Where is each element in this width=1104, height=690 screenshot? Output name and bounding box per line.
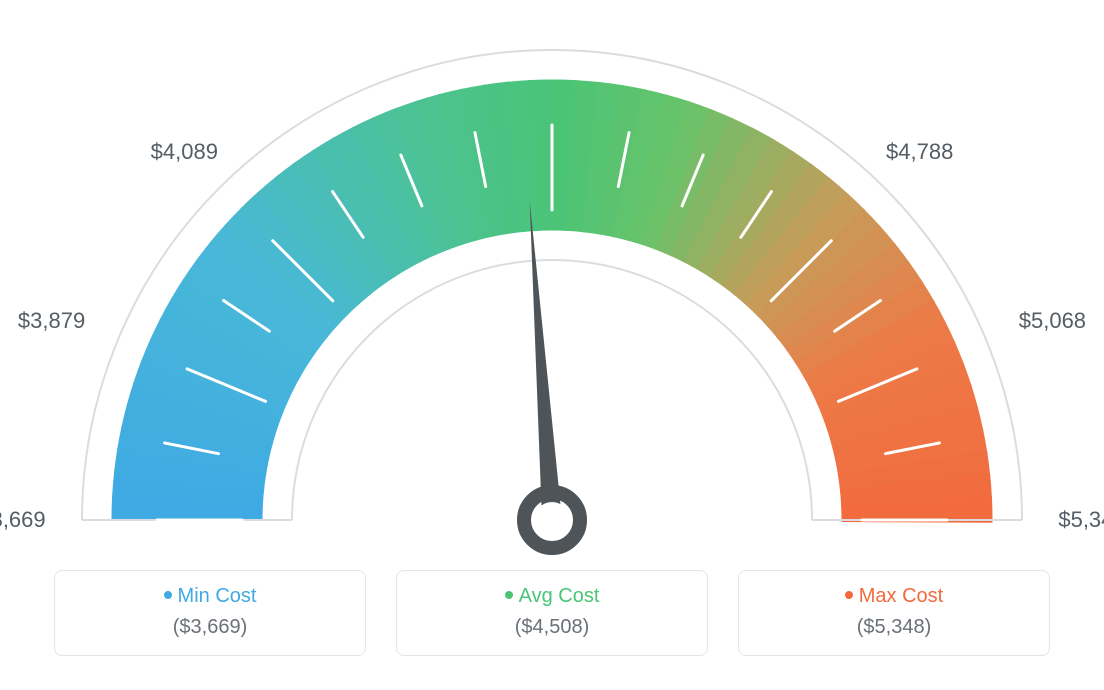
gauge-tick-label: $3,669 [0,507,46,533]
gauge-tick-label: $5,348 [1058,507,1104,533]
cost-gauge-chart: { "gauge": { "type": "gauge", "center_x"… [0,0,1104,690]
legend-max-value: ($5,348) [739,616,1049,639]
legend-max-title: Max Cost [739,585,1049,608]
gauge-svg [0,0,1104,560]
legend-row: Min Cost ($3,669) Avg Cost ($4,508) Max … [0,570,1104,656]
legend-avg-value: ($4,508) [397,616,707,639]
legend-min-card: Min Cost ($3,669) [54,570,366,656]
dot-icon [845,591,853,599]
gauge-tick-label: $4,089 [151,139,218,165]
gauge-tick-label: $4,508 [518,0,585,3]
legend-max-card: Max Cost ($5,348) [738,570,1050,656]
gauge-area: $3,669 $3,879 $4,089 $4,508 $4,788 $5,068 $5,3… [0,0,1104,560]
dot-icon [505,591,513,599]
legend-min-label: Min Cost [178,585,257,607]
dot-icon [164,591,172,599]
legend-avg-label: Avg Cost [519,585,600,607]
gauge-tick-label: $3,879 [18,308,85,334]
legend-min-title: Min Cost [55,585,365,608]
legend-avg-card: Avg Cost ($4,508) [396,570,708,656]
gauge-tick-label: $4,788 [886,139,953,165]
legend-min-value: ($3,669) [55,616,365,639]
legend-avg-title: Avg Cost [397,585,707,608]
legend-max-label: Max Cost [859,585,943,607]
gauge-tick-label: $5,068 [1019,308,1086,334]
